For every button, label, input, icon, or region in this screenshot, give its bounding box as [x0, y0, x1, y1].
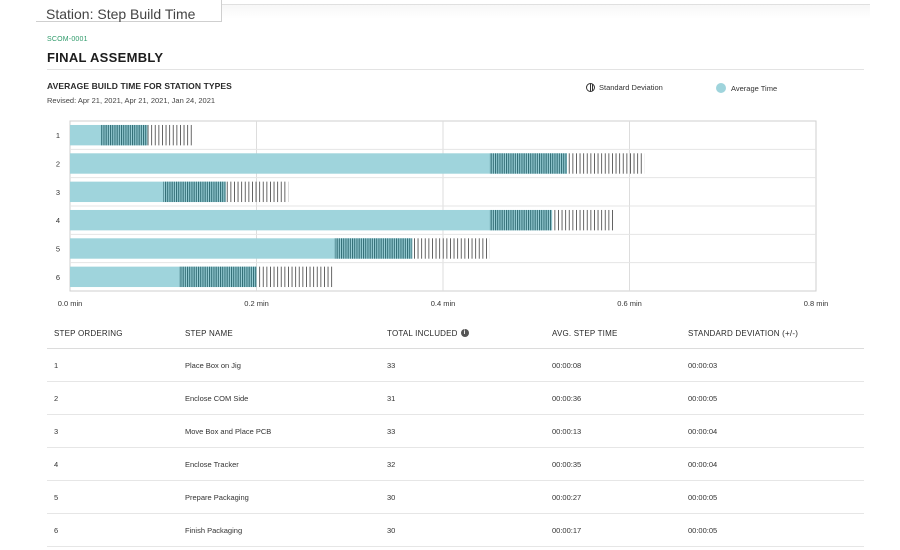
col-step-ordering[interactable]: STEP ORDERING — [47, 318, 185, 349]
cell-std-dev: 00:00:04 — [688, 447, 864, 481]
chart-title: AVERAGE BUILD TIME FOR STATION TYPES — [47, 81, 232, 91]
cell-avg-step-time: 00:00:35 — [552, 447, 688, 481]
cell-step-ordering: 3 — [47, 414, 185, 448]
cell-step-name: Finish Packaging — [185, 513, 387, 547]
cell-step-name: Move Box and Place PCB — [185, 414, 387, 448]
table-row[interactable]: 5 Prepare Packaging 30 00:00:27 00:00:05 — [47, 480, 864, 514]
cell-total-included: 32 — [387, 447, 552, 481]
legend-std-dev: Standard Deviation — [586, 83, 663, 92]
cell-step-name: Enclose Tracker — [185, 447, 387, 481]
divider — [47, 69, 864, 70]
col-step-name[interactable]: STEP NAME — [185, 318, 387, 349]
legend-avg-time: Average Time — [716, 83, 777, 93]
table-row[interactable]: 4 Enclose Tracker 32 00:00:35 00:00:04 — [47, 447, 864, 481]
std-dev-inner-band — [489, 153, 568, 174]
table-row[interactable]: 1 Place Box on Jig 33 00:00:08 00:00:03 — [47, 348, 864, 382]
std-dev-inner-band — [334, 238, 413, 259]
x-tick-label: 0.4 min — [431, 299, 456, 308]
cell-step-ordering: 1 — [47, 348, 185, 382]
station-heading: FINAL ASSEMBLY — [47, 50, 164, 65]
std-dev-inner-band — [179, 266, 257, 288]
cell-step-name: Enclose COM Side — [185, 381, 387, 415]
cell-avg-step-time: 00:00:27 — [552, 480, 688, 514]
cell-total-included: 30 — [387, 513, 552, 547]
cell-total-included: 30 — [387, 480, 552, 514]
y-category-label: 5 — [56, 245, 60, 254]
avg-time-legend-icon — [716, 83, 726, 93]
std-dev-outer-band — [567, 153, 645, 174]
col-std-dev[interactable]: STANDARD DEVIATION (+/-) — [688, 318, 864, 349]
std-dev-outer-band — [147, 124, 195, 146]
legend-std-dev-label: Standard Deviation — [599, 83, 663, 92]
cell-total-included: 33 — [387, 348, 552, 382]
std-dev-legend-icon — [586, 83, 595, 92]
y-category-label: 4 — [56, 216, 60, 225]
cell-std-dev: 00:00:05 — [688, 381, 864, 415]
col-avg-step-time[interactable]: AVG. STEP TIME — [552, 318, 688, 349]
info-icon[interactable]: i — [460, 329, 469, 338]
revised-dates: Revised: Apr 21, 2021, Apr 21, 2021, Jan… — [47, 96, 216, 105]
std-dev-outer-band — [225, 181, 289, 203]
legend-avg-time-label: Average Time — [731, 83, 778, 93]
cell-std-dev: 00:00:05 — [688, 480, 864, 514]
x-tick-label: 0.0 min — [58, 299, 83, 308]
table-row[interactable]: 6 Finish Packaging 30 00:00:17 00:00:05 — [47, 513, 864, 547]
page-title: Station: Step Build Time — [36, 0, 222, 22]
cell-std-dev: 00:00:03 — [688, 348, 864, 382]
step-table: STEP ORDERING STEP NAME TOTAL INCLUDED i … — [47, 318, 864, 547]
average-bar — [70, 209, 553, 231]
cell-std-dev: 00:00:05 — [688, 513, 864, 547]
cell-avg-step-time: 00:00:08 — [552, 348, 688, 382]
col-total-included-label: TOTAL INCLUDED — [387, 328, 458, 338]
build-time-chart: 0.0 min 0.2 min 0.4 min 0.6 min 0.8 min 1 2 3 4 5… — [56, 120, 829, 308]
cell-step-ordering: 2 — [47, 381, 185, 415]
cell-avg-step-time: 00:00:36 — [552, 381, 688, 415]
station-code: SCOM-0001 — [47, 36, 88, 43]
cell-step-ordering: 4 — [47, 447, 185, 481]
y-category-label: 1 — [56, 131, 60, 140]
x-tick-label: 0.2 min — [244, 299, 269, 308]
x-tick-label: 0.6 min — [617, 299, 642, 308]
cell-step-name: Prepare Packaging — [185, 480, 387, 514]
cell-std-dev: 00:00:04 — [688, 414, 864, 448]
cell-avg-step-time: 00:00:13 — [552, 414, 688, 448]
cell-step-name: Place Box on Jig — [185, 348, 387, 382]
table-row[interactable]: 2 Enclose COM Side 31 00:00:36 00:00:05 — [47, 381, 864, 415]
table-row[interactable]: 3 Move Box and Place PCB 33 00:00:13 00:00:0… — [47, 414, 864, 448]
std-dev-inner-band — [489, 209, 553, 231]
std-dev-outer-band — [552, 209, 615, 231]
x-tick-label: 0.8 min — [804, 299, 829, 308]
cell-step-ordering: 6 — [47, 513, 185, 547]
std-dev-outer-band — [256, 266, 334, 288]
y-category-label: 3 — [56, 188, 60, 197]
std-dev-inner-band — [163, 181, 226, 203]
cell-avg-step-time: 00:00:17 — [552, 513, 688, 547]
col-total-included[interactable]: TOTAL INCLUDED i — [387, 318, 552, 349]
y-category-label: 2 — [56, 160, 60, 169]
std-dev-inner-band — [100, 124, 148, 146]
average-bar — [70, 153, 568, 174]
std-dev-outer-band — [412, 238, 490, 259]
cell-step-ordering: 5 — [47, 480, 185, 514]
cell-total-included: 33 — [387, 414, 552, 448]
table-header-row: STEP ORDERING STEP NAME TOTAL INCLUDED i … — [47, 318, 864, 349]
average-bar — [70, 238, 413, 259]
cell-total-included: 31 — [387, 381, 552, 415]
y-category-label: 6 — [56, 273, 60, 282]
top-bar — [222, 4, 870, 19]
